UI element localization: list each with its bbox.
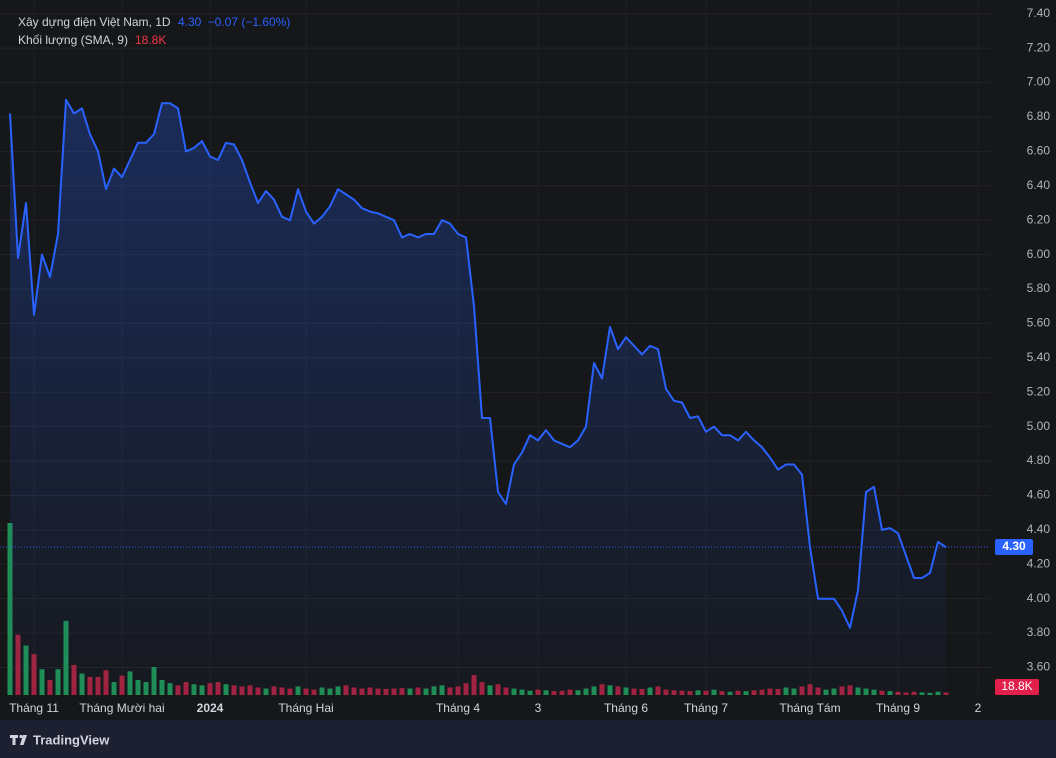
y-tick-label: 3.80 [1027,625,1051,639]
y-tick-label: 6.80 [1027,109,1051,123]
y-tick-label: 5.60 [1027,316,1051,330]
brand: TradingView [33,732,110,747]
x-tick-label: Tháng 6 [604,701,648,715]
y-tick-label: 7.00 [1027,75,1051,89]
y-tick-label: 4.40 [1027,522,1051,536]
y-tick-label: 5.20 [1027,384,1051,398]
footer-bar [0,720,1056,758]
y-tick-label: 3.60 [1027,660,1051,674]
x-tick-label: Tháng 4 [436,701,480,715]
chart-title: Xây dựng điện Việt Nam, 1D [18,15,171,29]
x-tick-label: Tháng Mười hai [79,701,164,715]
price-area [10,99,946,696]
volume-title: Khối lượng (SMA, 9) [18,33,128,47]
brand-logo [10,734,27,745]
last-price-badge [995,539,1033,556]
x-tick-label: Tháng Hai [278,701,333,715]
x-tick-label: Tháng 9 [876,701,920,715]
y-tick-label: 5.80 [1027,281,1051,295]
last-price-label: 4.30 [1002,539,1026,553]
x-tick-label: 3 [535,701,542,715]
axes: 3.60 3.80 4.00 4.20 4.40 4.60 4.80 5.00 5.20 5.40… [9,6,1050,715]
x-tick-label: Tháng Tám [779,701,840,715]
y-tick-label: 4.80 [1027,453,1051,467]
x-tick-label: 2024 [197,701,224,715]
y-tick-label: 7.40 [1027,6,1051,20]
y-tick-label: 4.60 [1027,488,1051,502]
volume-sma-value: 18.8K [135,33,166,47]
header-price: 4.30 [178,15,202,29]
y-tick-label: 6.00 [1027,247,1051,261]
header-change: −0.07 (−1.60%) [208,15,291,29]
price-line [9,98,947,629]
y-tick-label: 4.00 [1027,591,1051,605]
y-tick-label: 5.40 [1027,350,1051,364]
y-tick-label: 7.20 [1027,40,1051,54]
x-tick-label: Tháng 7 [684,701,728,715]
y-tick-label: 6.40 [1027,178,1051,192]
x-tick-label: Tháng 11 [9,701,59,715]
x-tick-label: 2 [975,701,982,715]
price-pane [0,98,990,696]
y-tick-label: 6.60 [1027,144,1051,158]
y-tick-label: 6.20 [1027,212,1051,226]
y-tick-label: 4.20 [1027,556,1051,570]
volume-sma-badge [995,679,1039,695]
volume-sma-label: 18.8K [1001,679,1032,693]
y-tick-label: 5.00 [1027,419,1051,433]
